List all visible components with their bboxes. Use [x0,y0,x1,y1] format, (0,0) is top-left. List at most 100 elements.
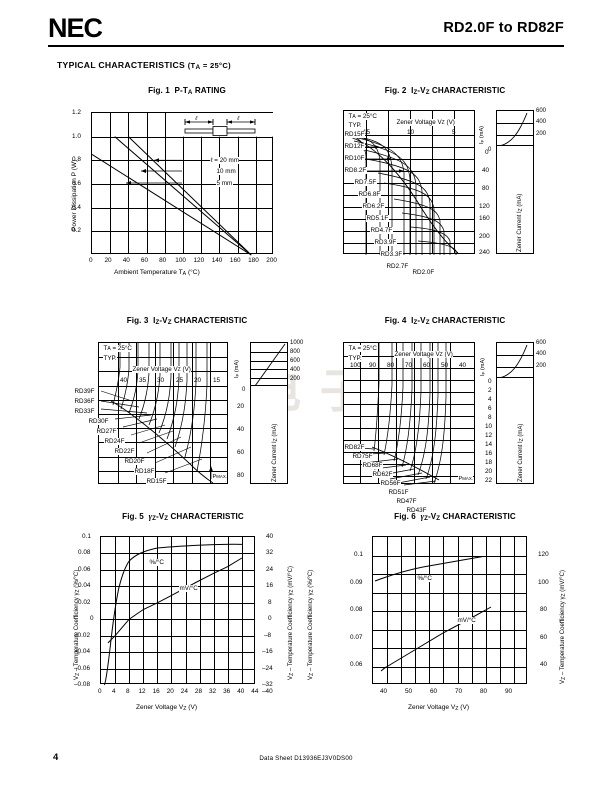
figure-1-xtick: 40 [122,257,130,264]
figure-1-xtick: 160 [229,257,241,264]
figure-2-title: Fig. 2 IZ-VZ CHARACTERISTIC [384,86,506,96]
figure-2-inset-curve [498,112,528,147]
figure-1-ytick: 0.4 [72,203,81,211]
figure-2-xtick: 10 [407,129,415,136]
figure-3-title: Fig. 3 IZ-VZ CHARACTERISTIC [126,316,248,326]
part-number-range: RD2.0F to RD82F [443,20,564,36]
figure-1-label-5mm: 5 mm [216,180,233,187]
figure-5-xtick: 0 [98,688,102,695]
figure-2: Fig. 2 IZ-VZ CHARACTERISTIC [330,86,580,286]
figure-5-right-tick: –24 [262,664,273,672]
section-title-main: TYPICAL CHARACTERISTICS [57,60,186,70]
figure-2-inset-ytick: 600 [536,108,547,114]
figure-6-curves [374,556,492,672]
figure-5-left-tick: –0.04 [74,648,90,656]
figure-4-device-label: RD82F [344,444,365,451]
figure-5-right-tick: –32 [262,681,273,688]
figure-3-inset-xtick: 0 [242,387,246,393]
figure-2-device-label: RD8.2F [344,167,367,174]
figure-4-device-label: RD47F [396,498,417,505]
figure-6-left-tick: 0.08 [350,606,363,613]
figure-3-right-tick: 60 [237,449,245,456]
figure-5-right-tick: –8 [264,631,272,639]
figure-2-right-tick: 200 [479,233,490,240]
figure-1-xtick: 140 [211,257,223,264]
figure-3-inset-ytick: 1000 [290,340,304,346]
figure-5-xtick: 4 [112,688,116,695]
figure-5-left-tick: 0.02 [78,598,91,606]
figure-5-left-tick: –0.02 [74,631,90,639]
figure-6-right-tick: 100 [538,578,549,586]
figure-3-right-tick: 20 [237,403,245,410]
figure-3-device-label: RD22F [114,448,135,455]
figure-4-right-tick: 2 [488,387,492,394]
figure-4-xtick: 70 [405,362,413,369]
figure-5-xtick: 32 [209,688,217,695]
figure-3-xtick: 40 [120,377,128,384]
figure-4-title: Fig. 4 IZ-VZ CHARACTERISTIC [384,316,506,326]
figure-5-plot: %/°C mV/°C [100,536,255,686]
figure-3-condition-temp: TA = 25°C [103,345,133,352]
figure-3-device-label: RD27F [96,428,117,435]
figure-3-xtick: 15 [213,377,221,384]
figure-4-pmax-label: PMAX. [458,476,474,482]
figure-5-left-tick: –0.06 [74,664,90,672]
figure-1-package-inset [179,113,274,137]
figure-4-device-label: RD75F [352,453,373,460]
figure-3-condition-typ: TYP. [103,355,118,362]
figure-5-left-tick: 0.06 [78,565,91,573]
figure-2-xlabel: Zener Voltage VZ (V) [396,119,456,126]
figure-6-xlabel: Zener Voltage VZ (V) [408,704,470,712]
figure-4-right-tick: 14 [485,441,493,448]
figure-6-left-tick: 0.09 [350,578,363,586]
figure-5-right-tick: –16 [262,648,273,656]
figure-4-right-tick: 10 [485,423,493,430]
figure-2-inset-ytick: 400 [536,119,547,125]
figure-6-xtick: 50 [405,688,413,695]
figure-4-condition-typ: TYP. [348,355,363,362]
figure-3-xlabel: Zener Voltage VZ (V) [132,366,192,373]
figure-5-right-label: VZ – Temperature Coefficiency γZ (mV/°C) [287,565,295,680]
figure-5-xtick: 20 [166,688,174,695]
figure-5-xtick: 24 [180,688,188,695]
figure-3-xtick: 30 [157,377,165,384]
figure-4-inset-curve [498,344,528,379]
figure-2-xtick: 15 [363,129,371,136]
figure-4-right-label: Zener Current IZ (mA) [518,423,525,482]
figure-6-left-tick: 0.06 [350,661,363,668]
figure-4-plot [343,342,475,486]
figure-6-right-tick: 120 [538,551,549,558]
figure-4-right-tick: 20 [485,468,493,475]
figure-2-right-tick: 40 [482,167,490,174]
figure-4-device-label: RD51F [388,489,409,496]
figure-2-right-tick: 0 [485,149,489,156]
figure-1-ytick: 0.8 [72,156,81,164]
figure-5-right-tick: 16 [266,582,274,590]
page-header: NEC RD2.0F to RD82F [48,14,564,48]
header-divider [48,45,564,48]
figure-5-right-tick: 8 [268,598,272,606]
figure-2-right-axis-box [496,146,534,254]
figure-6-xtick: 80 [480,688,488,695]
figure-4-xlabel: Zener Voltage VZ (V) [394,351,454,358]
figure-2-right-tick: 120 [479,203,490,210]
datasheet-code: Data Sheet D13936EJ3V0DS00 [259,755,353,762]
figure-6-right-label: VZ – Temperature Coefficiency γZ (mV/°C) [559,569,567,684]
figure-1-plot: ℓ ℓ ℓ = 20 mm 10 mm 5 mm [91,112,274,256]
figure-4-right-tick: 12 [485,432,493,439]
figure-4-right-tick: 8 [488,414,492,421]
figure-3-device-label: RD33F [74,408,95,415]
page-number: 4 [53,752,59,763]
figure-5-right-tick: 40 [266,533,274,540]
figure-2-right-tick: 160 [479,215,490,222]
figure-5-curve-label-percent: %/°C [149,559,165,566]
figure-2-device-label: RD12F [344,143,365,150]
figure-1-ytick: 1.0 [72,132,81,140]
section-title-condition: (TA = 25°C) [187,61,231,71]
figure-6-right-tick: 40 [540,661,548,668]
figure-2-device-label: RD5.1F [366,215,389,222]
figure-4: Fig. 4 IZ-VZ CHARACTERISTIC [330,316,580,516]
figure-1-xtick: 20 [104,257,112,264]
figure-4-inset-ytick: 200 [536,363,547,369]
figure-6-xtick: 70 [455,688,463,695]
